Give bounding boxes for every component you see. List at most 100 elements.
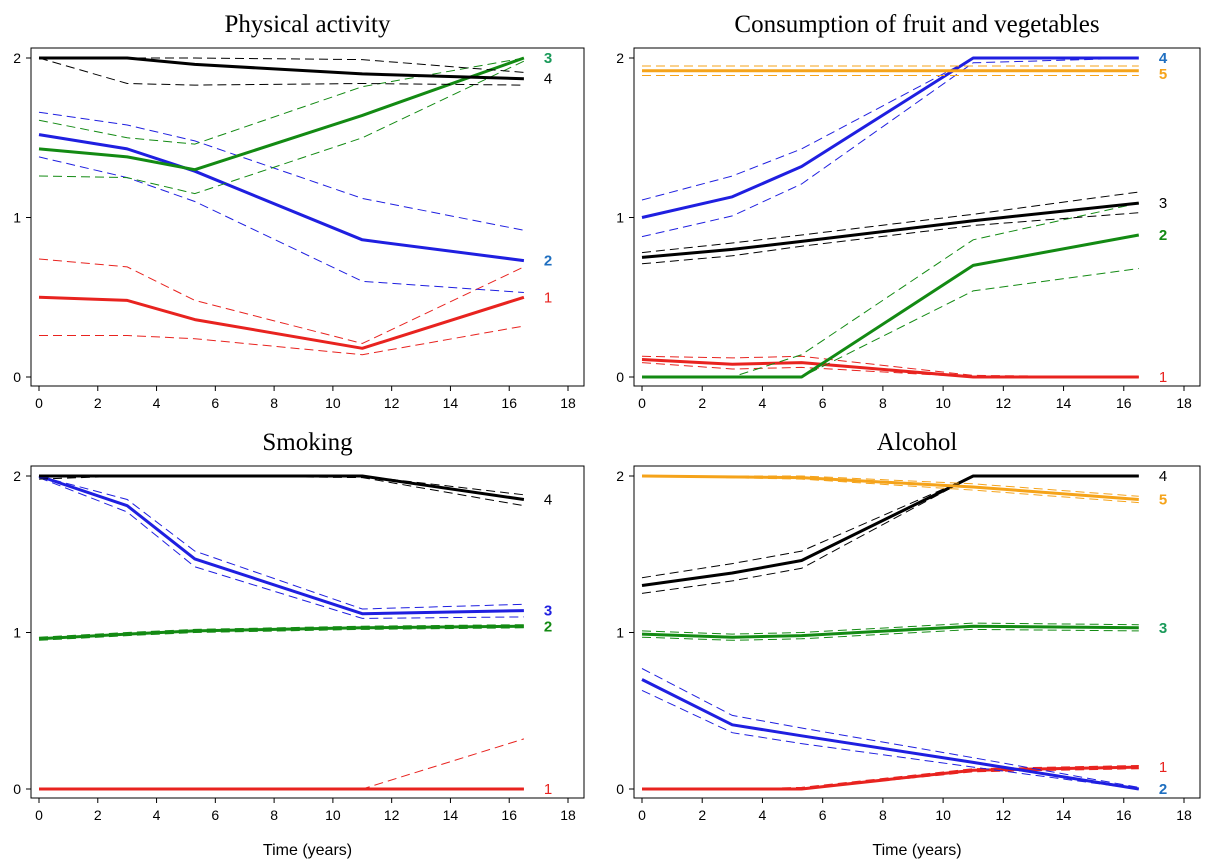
series-1-upper-ci	[641, 355, 1139, 378]
series-group-4	[641, 474, 1139, 594]
x-tick-label: 12	[996, 395, 1012, 411]
series-3-upper-ci	[641, 191, 1139, 254]
x-axis-label: Time (years)	[263, 842, 352, 859]
series-end-label: 1	[544, 781, 552, 798]
series-end-label: 2	[1159, 227, 1167, 244]
y-tick-label: 2	[13, 50, 21, 66]
series-group-2	[641, 668, 1140, 791]
x-tick-label: 10	[325, 807, 341, 823]
series-1-line	[38, 295, 525, 350]
series-end-label: 2	[1159, 781, 1167, 798]
series-4-line	[641, 56, 1139, 219]
x-tick-label: 4	[153, 807, 161, 823]
x-tick-label: 10	[325, 395, 341, 411]
x-tick-label: 18	[560, 807, 576, 823]
series-5-lower-ci	[641, 475, 1139, 504]
y-tick-label: 0	[616, 781, 624, 797]
plot-frame	[633, 465, 1201, 799]
x-tick-label: 16	[1116, 395, 1132, 411]
y-tick-label: 2	[13, 468, 21, 484]
x-tick-label: 14	[1056, 395, 1072, 411]
x-tick-label: 6	[819, 395, 827, 411]
series-end-label: 3	[1159, 195, 1167, 212]
series-2-line	[642, 233, 1140, 379]
y-tick-label: 0	[616, 369, 624, 385]
series-3-lower-ci	[38, 60, 525, 195]
x-tick-label: 12	[384, 807, 400, 823]
x-tick-label: 6	[211, 807, 219, 823]
chart-title: Consumption of fruit and vegetables	[734, 11, 1099, 38]
y-tick-label: 1	[13, 625, 21, 641]
x-tick-label: 8	[270, 395, 278, 411]
series-4-upper-ci	[641, 475, 1139, 579]
chart-title: Physical activity	[225, 11, 391, 38]
series-2-lower-ci	[641, 689, 1139, 790]
x-tick-label: 14	[443, 395, 459, 411]
series-5-line	[641, 474, 1139, 501]
series-2-lower-ci	[38, 156, 524, 293]
x-axis-label: Time (years)	[872, 842, 961, 859]
series-group-4	[641, 56, 1139, 238]
y-tick-label: 2	[616, 50, 624, 66]
x-tick-label: 2	[94, 395, 102, 411]
series-end-label: 4	[544, 71, 552, 88]
series-3-line	[641, 201, 1139, 259]
x-tick-label: 18	[560, 395, 576, 411]
x-tick-label: 8	[879, 807, 887, 823]
series-group-1	[641, 355, 1139, 379]
series-group-3	[38, 474, 524, 619]
series-4-lower-ci	[641, 57, 1139, 238]
chart-panel-2: Consumption of fruit and vegetables 0 2 4 6 8…	[616, 11, 1201, 411]
x-tick-label: 2	[94, 807, 102, 823]
series-group-4	[38, 474, 525, 507]
series-end-label: 2	[544, 619, 552, 636]
series-end-label: 2	[544, 253, 552, 270]
series-group-5	[641, 474, 1139, 504]
plot-frame	[30, 465, 585, 799]
series-end-label: 3	[1159, 620, 1167, 637]
series-3-lower-ci	[641, 212, 1139, 265]
series-group-1	[642, 765, 1139, 791]
chart-title: Smoking	[262, 429, 353, 456]
x-tick-label: 0	[35, 807, 43, 823]
series-end-label: 3	[544, 50, 552, 67]
x-tick-label: 8	[879, 395, 887, 411]
x-tick-label: 6	[211, 395, 219, 411]
series-1-line	[641, 358, 1139, 379]
series-1-upper-ci	[38, 258, 525, 345]
x-tick-label: 16	[501, 807, 517, 823]
series-2-lower-ci	[642, 268, 1139, 378]
series-group-3	[641, 191, 1139, 265]
x-tick-label: 16	[501, 395, 517, 411]
series-group-1	[39, 738, 525, 791]
series-end-label: 4	[544, 491, 552, 508]
x-tick-label: 4	[759, 807, 767, 823]
y-tick-label: 2	[616, 468, 624, 484]
series-2-upper-ci	[641, 668, 1139, 788]
series-group-1	[38, 258, 525, 356]
x-tick-label: 4	[153, 395, 161, 411]
series-4-line	[39, 474, 525, 501]
x-tick-label: 4	[759, 395, 767, 411]
x-tick-label: 18	[1176, 395, 1192, 411]
series-2-upper-ci	[38, 111, 524, 231]
y-tick-label: 1	[616, 625, 624, 641]
x-tick-label: 2	[698, 807, 706, 823]
series-3-line	[38, 474, 524, 616]
series-1-line	[642, 765, 1139, 791]
x-tick-label: 10	[935, 395, 951, 411]
y-tick-label: 0	[13, 781, 21, 797]
series-group-2	[642, 202, 1140, 379]
series-4-upper-ci	[641, 57, 1139, 201]
series-3-upper-ci	[38, 57, 524, 145]
series-end-label: 4	[1159, 468, 1167, 485]
series-3-upper-ci	[641, 622, 1139, 635]
series-end-label: 1	[1159, 369, 1167, 386]
series-3-lower-ci	[38, 477, 524, 619]
y-tick-label: 0	[13, 369, 21, 385]
series-3-lower-ci	[641, 628, 1139, 641]
x-tick-label: 0	[638, 807, 646, 823]
series-group-4	[38, 56, 524, 86]
